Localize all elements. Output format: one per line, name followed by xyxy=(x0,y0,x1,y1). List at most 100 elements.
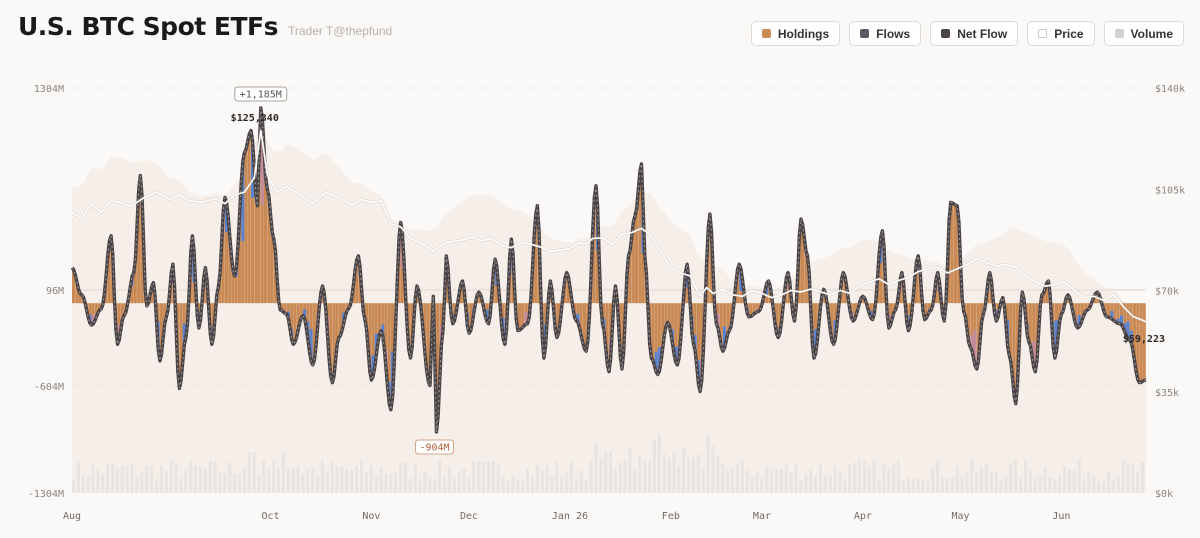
holdings-bar xyxy=(556,303,560,334)
volume-bar xyxy=(721,463,725,493)
holdings-bar xyxy=(290,303,294,340)
volume-bar xyxy=(599,458,603,493)
flows-bar xyxy=(303,309,307,319)
holdings-bar xyxy=(452,303,456,321)
holdings-bar xyxy=(1015,303,1019,386)
holdings-bar xyxy=(853,303,857,320)
holdings-bar xyxy=(264,177,268,304)
legend-toggle-net-flow[interactable]: Net Flow xyxy=(930,21,1019,46)
holdings-bar xyxy=(1080,303,1084,319)
last-price-label: $59,223 xyxy=(1123,334,1165,345)
volume-bar xyxy=(789,473,793,493)
holdings-bar xyxy=(283,303,287,314)
volume-bar xyxy=(560,475,564,493)
x-tick-label: Nov xyxy=(362,511,380,522)
volume-bar xyxy=(633,469,637,493)
volume-bar xyxy=(462,468,466,493)
flows-bar xyxy=(91,314,95,324)
volume-bar xyxy=(252,451,256,493)
volume-bar xyxy=(975,471,979,493)
volume-bar xyxy=(389,473,393,493)
volume-bar xyxy=(164,470,168,493)
volume-bar xyxy=(848,464,852,493)
volume-bar xyxy=(799,480,803,493)
flows-bar xyxy=(182,323,186,345)
max-flow-badge xyxy=(234,86,288,102)
holdings-bar xyxy=(120,303,124,320)
volume-bar xyxy=(696,454,700,493)
volume-bar xyxy=(228,462,232,493)
volume-bar xyxy=(955,466,959,493)
legend-toggle-volume[interactable]: Volume xyxy=(1103,21,1184,46)
holdings-bar xyxy=(390,303,394,397)
volume-bar xyxy=(984,464,988,493)
legend-toggle-holdings[interactable]: Holdings xyxy=(750,21,841,46)
holdings-bar xyxy=(117,303,121,341)
volume-bar xyxy=(106,464,110,493)
volume-bar xyxy=(701,468,705,493)
holdings-bar xyxy=(1103,303,1107,316)
page-title: U.S. BTC Spot ETFs xyxy=(18,12,278,41)
holdings-bar xyxy=(107,241,111,304)
holdings-bar xyxy=(927,303,931,312)
volume-bar xyxy=(1024,460,1027,493)
volume-bar xyxy=(565,472,569,493)
volume-bar xyxy=(145,465,149,493)
volume-bar xyxy=(960,475,964,493)
volume-bar xyxy=(374,475,378,493)
holdings-bar xyxy=(159,303,163,355)
volume-bar xyxy=(887,467,891,493)
x-tick-label: May xyxy=(951,511,969,522)
flows-bar xyxy=(654,351,658,373)
volume-bar xyxy=(1087,471,1091,493)
volume-bar xyxy=(130,463,134,493)
volume-bar xyxy=(687,457,691,493)
volume-bar xyxy=(1106,471,1110,493)
holdings-bar xyxy=(1126,303,1130,340)
volume-bar xyxy=(1126,463,1130,493)
x-tick-label: Oct xyxy=(261,511,279,522)
volume-bar xyxy=(1102,480,1106,493)
volume-bar xyxy=(321,461,324,493)
volume-bar xyxy=(1111,479,1115,493)
volume-bar xyxy=(1097,480,1101,493)
holdings-bar xyxy=(735,269,739,304)
y-left-tick-label: 1304M xyxy=(34,84,64,95)
volume-bar xyxy=(96,469,100,493)
holdings-bar xyxy=(1035,303,1039,361)
holdings-bar xyxy=(426,303,430,382)
holdings-bar xyxy=(1009,303,1013,363)
volume-bar xyxy=(428,477,432,493)
volume-bar xyxy=(652,440,656,493)
page-subtitle: Trader T@thepfund xyxy=(287,24,393,38)
holdings-bar xyxy=(748,303,752,317)
holdings-bar xyxy=(1074,303,1078,326)
holdings-bar xyxy=(140,195,144,304)
holdings-bar xyxy=(641,209,645,304)
volume-bar xyxy=(384,473,388,493)
volume-bar xyxy=(706,434,710,493)
legend-toggle-price[interactable]: Price xyxy=(1027,21,1095,46)
volume-bar xyxy=(779,469,783,493)
flows-bar xyxy=(1129,330,1133,344)
volume-bar xyxy=(340,467,344,493)
holdings-bar xyxy=(293,303,297,343)
net-flow-line xyxy=(70,106,1147,434)
holdings-bar xyxy=(1142,303,1146,381)
holdings-bar xyxy=(312,303,316,360)
volume-bar xyxy=(101,473,105,493)
flows-bar xyxy=(657,347,661,371)
volume-bar xyxy=(472,460,476,493)
flows-bar xyxy=(1116,318,1120,324)
volume-bar xyxy=(692,456,695,493)
volume-bar xyxy=(858,460,861,493)
holdings-bar xyxy=(631,221,635,304)
volume-bar xyxy=(1136,471,1140,493)
volume-bar xyxy=(194,465,197,493)
volume-bar xyxy=(521,481,525,493)
volume-bar xyxy=(330,462,334,493)
volume-bar xyxy=(1072,470,1076,493)
holdings-bar xyxy=(957,221,961,304)
holdings-bar xyxy=(801,224,805,304)
legend-toggle-flows[interactable]: Flows xyxy=(849,21,922,46)
